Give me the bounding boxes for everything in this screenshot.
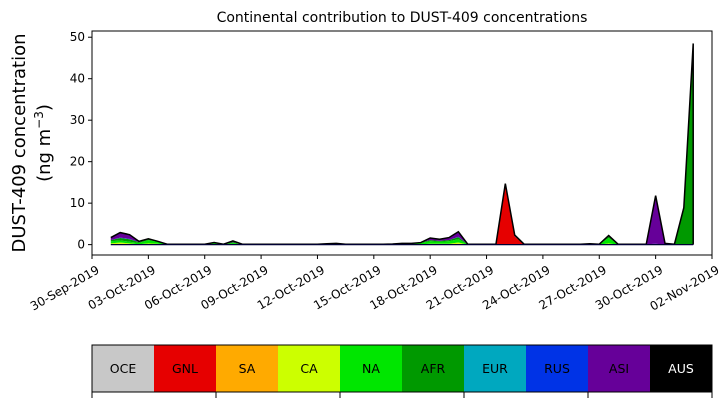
- legend-label-oce: OCE: [110, 361, 137, 376]
- legend-label-sa: SA: [239, 361, 256, 376]
- y-tick-label: 10: [70, 196, 85, 210]
- area-series-rus: [110, 45, 694, 245]
- y-tick-label: 50: [70, 30, 85, 44]
- plot-frame: [91, 30, 713, 256]
- y-axis-label-line2: (ng m−3): [32, 104, 55, 182]
- legend-label-ca: CA: [300, 361, 318, 376]
- y-axis-label-unit: (ng m: [34, 129, 55, 182]
- legend-swatch-gnl: [154, 345, 216, 392]
- area-series-asi: [110, 43, 694, 245]
- area-series-sa: [110, 185, 694, 245]
- legend-swatch-ca: [278, 345, 340, 392]
- legend-label-aus: AUS: [668, 361, 694, 376]
- area-series-afr: [110, 45, 694, 245]
- y-axis-label: DUST-409 concentration (ng m−3): [9, 33, 55, 252]
- legend-swatch-eur: [464, 345, 526, 392]
- legend-swatch-aus: [650, 345, 712, 392]
- y-tick-label: 40: [70, 72, 85, 86]
- legend-swatch-asi: [588, 345, 650, 392]
- chart-title: Continental contribution to DUST-409 con…: [217, 10, 588, 26]
- legend-swatch-afr: [402, 345, 464, 392]
- legend-label-eur: EUR: [482, 361, 508, 376]
- y-tick-label: 20: [70, 155, 85, 169]
- legend-label-afr: AFR: [421, 361, 446, 376]
- y-tick-label: 0: [77, 238, 85, 252]
- total-outline: [110, 43, 694, 246]
- legend-swatch-na: [340, 345, 402, 392]
- y-axis-label-exponent: −3: [32, 111, 46, 129]
- legend-frame: [91, 344, 713, 393]
- legend-swatch-rus: [526, 345, 588, 392]
- area-series-gnl: [110, 185, 694, 245]
- y-axis-label-line1: DUST-409 concentration: [9, 33, 30, 252]
- legend-label-gnl: GNL: [172, 361, 198, 376]
- legend: OCE GNL SA CA NA AFR EUR RUS ASI AUS: [91, 344, 713, 398]
- legend-label-na: NA: [362, 361, 380, 376]
- legend-swatch-oce: [92, 345, 154, 392]
- y-tick-label: 30: [70, 113, 85, 127]
- x-axis: 30-Sep-201903-Oct-201906-Oct-201909-Oct-…: [28, 255, 721, 314]
- legend-swatch-sa: [216, 345, 278, 392]
- area-series-na: [110, 185, 694, 245]
- y-axis: 0 10 20 30 40 50: [70, 30, 92, 252]
- plot-area: [110, 43, 694, 246]
- area-series-ca: [110, 185, 694, 245]
- legend-label-rus: RUS: [544, 361, 570, 376]
- y-axis-label-close: ): [34, 104, 55, 111]
- legend-label-asi: ASI: [609, 361, 629, 376]
